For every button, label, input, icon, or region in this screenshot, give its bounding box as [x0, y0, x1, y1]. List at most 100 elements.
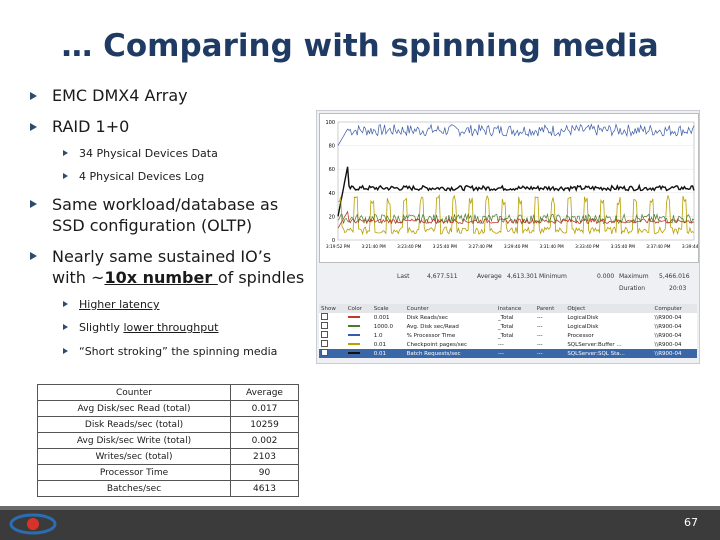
cell-scale: 0.001: [373, 314, 390, 321]
table-row: Avg Disk/sec Write (total) 0.002: [36, 432, 299, 449]
col-scale[interactable]: Scale: [371, 304, 405, 313]
bullet-text-underlined: lower throughput: [123, 321, 219, 334]
metrics-header-counter: Counter: [36, 384, 232, 401]
stat-minimum-label: Minimum: [539, 273, 567, 280]
metrics-table: Counter Average Avg Disk/sec Read (total…: [36, 384, 299, 497]
series-processor-time: [337, 123, 695, 146]
bullet-text-line1: Same workload/database as: [52, 195, 279, 214]
metric-counter: Avg Disk/sec Read (total): [36, 400, 232, 417]
x-tick-label: 3:29:40 PM: [504, 244, 529, 250]
sub-bullet-data-devices: 34 Physical Devices Data: [63, 147, 218, 160]
metric-counter: Processor Time: [36, 464, 232, 481]
bullet-arrow-icon: [63, 348, 68, 354]
bullet-text: Higher latency: [79, 298, 160, 311]
series-checkpoint-pages: [338, 193, 695, 236]
cell-scale: 0.01: [373, 341, 386, 348]
footer-bar: [0, 506, 720, 540]
cell-show[interactable]: [319, 322, 346, 331]
table-row[interactable]: 0.01 Batch Requests/sec --- --- SQLServer:SQ…: [319, 349, 697, 358]
series-batch-requests: [337, 166, 695, 217]
table-row: Avg Disk/sec Read (total) 0.017: [36, 400, 299, 417]
bullet-text: “Short stroking” the spinning media: [79, 345, 278, 358]
counter-list: Show Color Scale Counter Instance Parent…: [319, 304, 697, 358]
stat-average-label: Average: [477, 273, 502, 280]
bullet-arrow-icon: [30, 252, 37, 260]
show-checkbox[interactable]: [321, 331, 328, 338]
cell-counter: Checkpoint pages/sec: [406, 341, 468, 348]
cell-computer: \\R900-04: [654, 332, 682, 339]
metric-value: 0.002: [230, 432, 299, 449]
table-row[interactable]: 0.01 Checkpoint pages/sec --- --- SQLServer:…: [319, 340, 697, 349]
y-tick-label: 80: [329, 144, 335, 150]
metrics-header-average: Average: [230, 384, 299, 401]
bullet-text-line1: Nearly same sustained IO’s: [52, 247, 272, 266]
table-row[interactable]: 0.001 Disk Reads/sec _Total --- LogicalDisk \…: [319, 313, 697, 322]
bullet-text-pre: Slightly: [79, 321, 124, 334]
y-tick-label: 60: [329, 167, 335, 173]
x-tick-label: 3:25:40 PM: [433, 244, 458, 250]
x-tick-label: 3:21:40 PM: [361, 244, 386, 250]
x-tick-label: 3:35:40 PM: [611, 244, 636, 250]
bullet-arrow-icon: [30, 123, 37, 131]
bullet-arrow-icon: [63, 173, 68, 179]
metric-counter: Disk Reads/sec (total): [36, 416, 232, 433]
sub-bullet-log-devices: 4 Physical Devices Log: [63, 170, 204, 183]
col-show[interactable]: Show: [319, 304, 346, 313]
metric-value: 0.017: [230, 400, 299, 417]
col-counter[interactable]: Counter: [404, 304, 496, 313]
cell-instance: ---: [495, 349, 535, 358]
color-swatch: [347, 343, 360, 345]
sub-bullet-latency: Higher latency: [63, 298, 160, 311]
x-tick-label: 3:19:52 PM: [326, 244, 351, 250]
stat-average-value: 4,613.301: [507, 273, 538, 280]
show-checkbox[interactable]: [321, 313, 328, 320]
cell-show[interactable]: [319, 340, 346, 349]
metric-counter: Writes/sec (total): [36, 448, 232, 465]
table-row[interactable]: 1.0 % Processor Time _Total --- Processor \\R…: [319, 331, 697, 340]
cell-parent: ---: [536, 332, 543, 339]
y-tick-label: 40: [329, 191, 335, 197]
cell-color: [346, 340, 372, 349]
bullet-arrow-icon: [63, 150, 68, 156]
cell-show[interactable]: [319, 313, 346, 322]
cell-counter: Batch Requests/sec: [404, 349, 496, 358]
cell-color: [346, 313, 372, 322]
stat-maximum-value: 5,466.016: [659, 273, 690, 280]
cell-scale: 1.0: [373, 332, 383, 339]
cell-show[interactable]: [319, 331, 346, 340]
metric-counter: Batches/sec: [36, 480, 232, 497]
table-row[interactable]: 1000.0 Avg. Disk sec/Read _Total --- Logical…: [319, 322, 697, 331]
perfmon-graph: 100 80 60 40 20 0 3:19:52 PM 3:21:40 PM 3:23:40…: [325, 120, 706, 250]
y-tick-label: 0: [332, 238, 335, 244]
col-color[interactable]: Color: [345, 304, 372, 313]
metric-value: 90: [230, 464, 299, 481]
bullet-text-pre: with ~: [52, 268, 105, 287]
perfmon-chart: 100 80 60 40 20 0 3:19:52 PM 3:21:40 PM 3:23:40…: [319, 113, 706, 263]
stat-minimum-value: 0.000: [597, 273, 615, 280]
show-checkbox[interactable]: [321, 340, 328, 347]
show-checkbox[interactable]: [321, 349, 328, 356]
stat-maximum-label: Maximum: [619, 273, 649, 280]
page-number: 67: [684, 516, 698, 529]
cell-instance: _Total: [497, 323, 514, 330]
cell-counter: Disk Reads/sec: [406, 314, 448, 321]
cell-object: Processor: [567, 332, 594, 339]
cell-color: [346, 331, 372, 340]
cell-computer: \\R900-04: [654, 314, 682, 321]
color-swatch: [347, 316, 360, 318]
metric-counter: Avg Disk/sec Write (total): [36, 432, 232, 449]
show-checkbox[interactable]: [321, 322, 328, 329]
cell-computer: \\R900-04: [654, 323, 682, 330]
col-object[interactable]: Object: [565, 304, 653, 313]
col-computer[interactable]: Computer: [652, 304, 697, 313]
metric-value: 10259: [230, 416, 299, 433]
color-swatch: [347, 352, 360, 354]
bullet-arrow-icon: [63, 324, 68, 330]
cell-show[interactable]: [319, 349, 346, 358]
bullet-raid: RAID 1+0: [30, 117, 129, 136]
table-row: Disk Reads/sec (total) 10259: [36, 416, 299, 433]
x-tick-label: 3:39:44 PM: [682, 244, 698, 250]
col-instance[interactable]: Instance: [495, 304, 535, 313]
col-parent[interactable]: Parent: [534, 304, 566, 313]
table-row: Batches/sec 4613: [36, 480, 299, 497]
